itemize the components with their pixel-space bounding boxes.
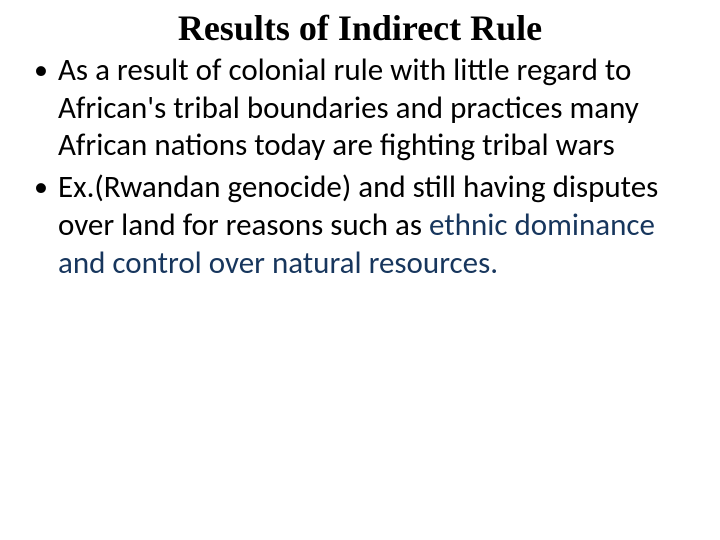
bullet-text: As a result of colonial rule with little… bbox=[58, 51, 639, 165]
bullet-list: As a result of colonial rule with little… bbox=[30, 52, 690, 283]
bullet-item: As a result of colonial rule with little… bbox=[30, 52, 690, 165]
slide-title: Results of Indirect Rule bbox=[30, 10, 690, 48]
slide: Results of Indirect Rule As a result of … bbox=[0, 0, 720, 540]
bullet-item: Ex.(Rwandan genocide) and still having d… bbox=[30, 169, 690, 282]
